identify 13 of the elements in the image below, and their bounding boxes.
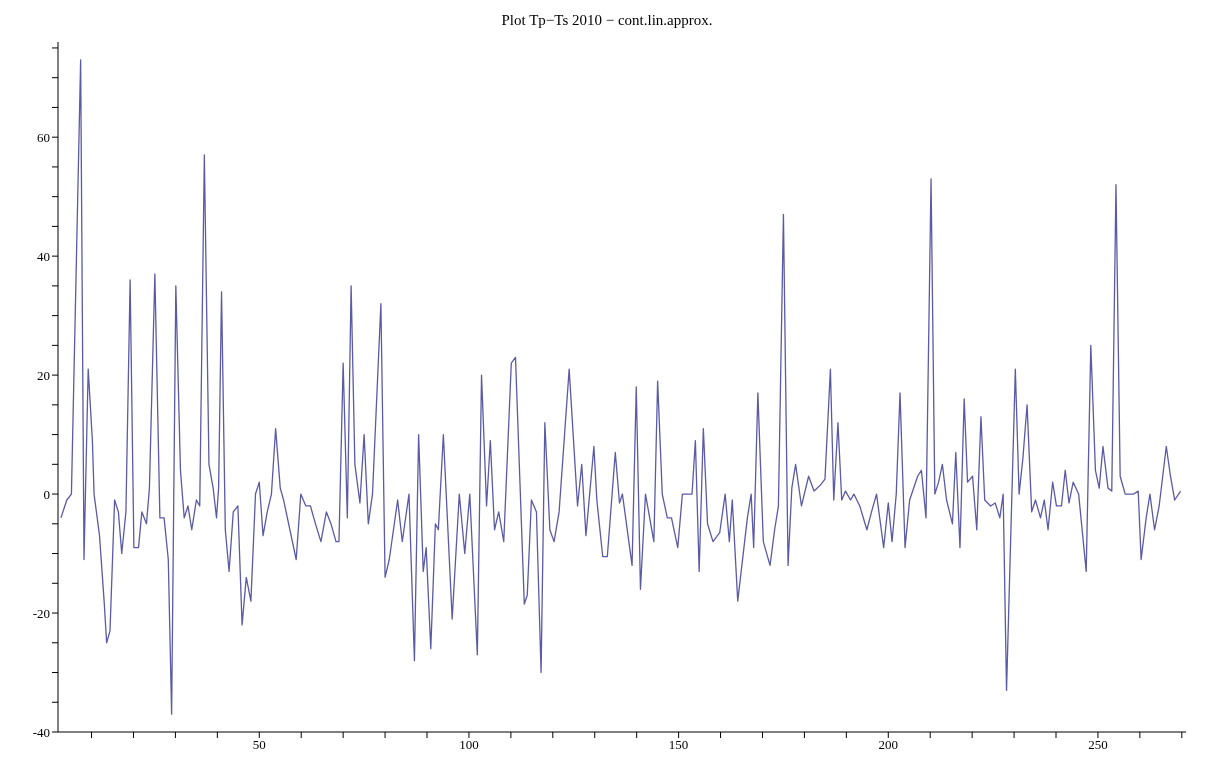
chart-title: Plot Tp−Ts 2010 − cont.lin.approx. xyxy=(500,11,714,30)
x-tick-label: 100 xyxy=(459,737,479,753)
x-tick-label: 150 xyxy=(668,737,689,753)
x-tick-label: 250 xyxy=(1088,737,1108,753)
y-tick-label: 60 xyxy=(37,129,50,145)
y-tick-label: 0 xyxy=(43,486,50,502)
line-series xyxy=(60,59,1182,715)
x-tick-label: 200 xyxy=(878,737,899,753)
y-tick-label: 40 xyxy=(37,248,50,264)
y-tick-label: 20 xyxy=(37,367,50,383)
x-tick-label: 50 xyxy=(252,737,266,753)
y-tick-label: -40 xyxy=(32,724,50,740)
y-tick-label: -20 xyxy=(32,605,50,621)
